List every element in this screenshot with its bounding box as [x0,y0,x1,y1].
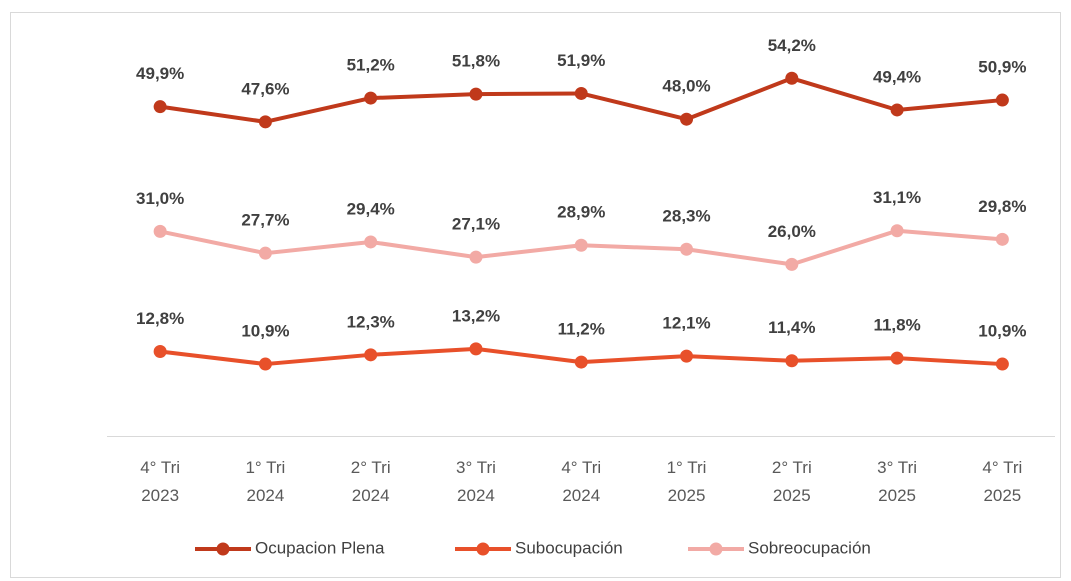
data-label: 11,2% [558,320,605,339]
data-point [364,235,378,249]
data-point [680,242,694,256]
legend-marker [709,542,723,556]
data-point [890,103,904,117]
x-tick-label: 2° Tri 2025 [771,458,812,505]
data-point [364,91,378,105]
data-label: 27,1% [452,215,500,234]
data-point [258,115,272,129]
data-point [785,71,799,85]
data-label: 51,8% [452,52,500,71]
data-label: 51,9% [557,51,605,70]
data-label: 26,0% [768,222,816,241]
data-label: 10,9% [241,322,289,341]
data-point [364,348,378,362]
data-label: 12,3% [347,312,395,331]
x-tick-label: 4° Tri 2023 [140,458,181,505]
data-label: 51,2% [347,56,395,75]
data-point [995,93,1009,107]
x-tick-label: 1° Tri 2024 [245,458,286,505]
data-label: 49,4% [873,67,921,86]
data-point [469,342,483,356]
data-label: 50,9% [978,58,1026,77]
data-label: 12,1% [662,314,710,333]
data-label: 49,9% [136,64,184,83]
data-label: 54,2% [768,36,816,55]
data-label: 11,8% [873,316,920,335]
x-tick-label: 4° Tri 2024 [561,458,602,505]
x-tick-label: 3° Tri 2025 [877,458,918,505]
data-point [995,357,1009,371]
data-label: 11,4% [768,318,815,337]
data-point [890,351,904,365]
data-label: 29,8% [978,197,1026,216]
data-label: 27,7% [241,211,289,230]
data-point [574,86,588,100]
data-label: 29,4% [347,199,395,218]
data-point [785,257,799,271]
data-label: 31,1% [873,188,921,207]
data-point [258,357,272,371]
x-tick-label: 1° Tri 2025 [666,458,707,505]
data-point [153,345,167,359]
data-point [574,355,588,369]
legend-marker [476,542,490,556]
data-point [469,250,483,264]
data-point [890,224,904,238]
data-point [153,224,167,238]
x-tick-label: 4° Tri 2025 [982,458,1023,505]
data-point [680,349,694,363]
legend-marker [216,542,230,556]
data-label: 13,2% [452,306,500,325]
data-point [995,232,1009,246]
legend-label: Ocupacion Plena [255,538,385,557]
legend-label: Subocupación [515,538,623,557]
data-label: 48,0% [662,77,710,96]
data-label: 28,3% [662,207,710,226]
data-label: 28,9% [557,203,605,222]
data-label: 47,6% [241,79,289,98]
data-point [785,354,799,368]
data-label: 10,9% [978,322,1026,341]
data-point [680,112,694,126]
legend-label: Sobreocupación [748,538,871,557]
data-point [574,238,588,252]
data-label: 31,0% [136,189,184,208]
data-point [469,87,483,101]
data-point [258,246,272,260]
data-point [153,100,167,114]
x-tick-label: 2° Tri 2024 [350,458,391,505]
data-label: 12,8% [136,309,184,328]
x-tick-label: 3° Tri 2024 [456,458,496,505]
